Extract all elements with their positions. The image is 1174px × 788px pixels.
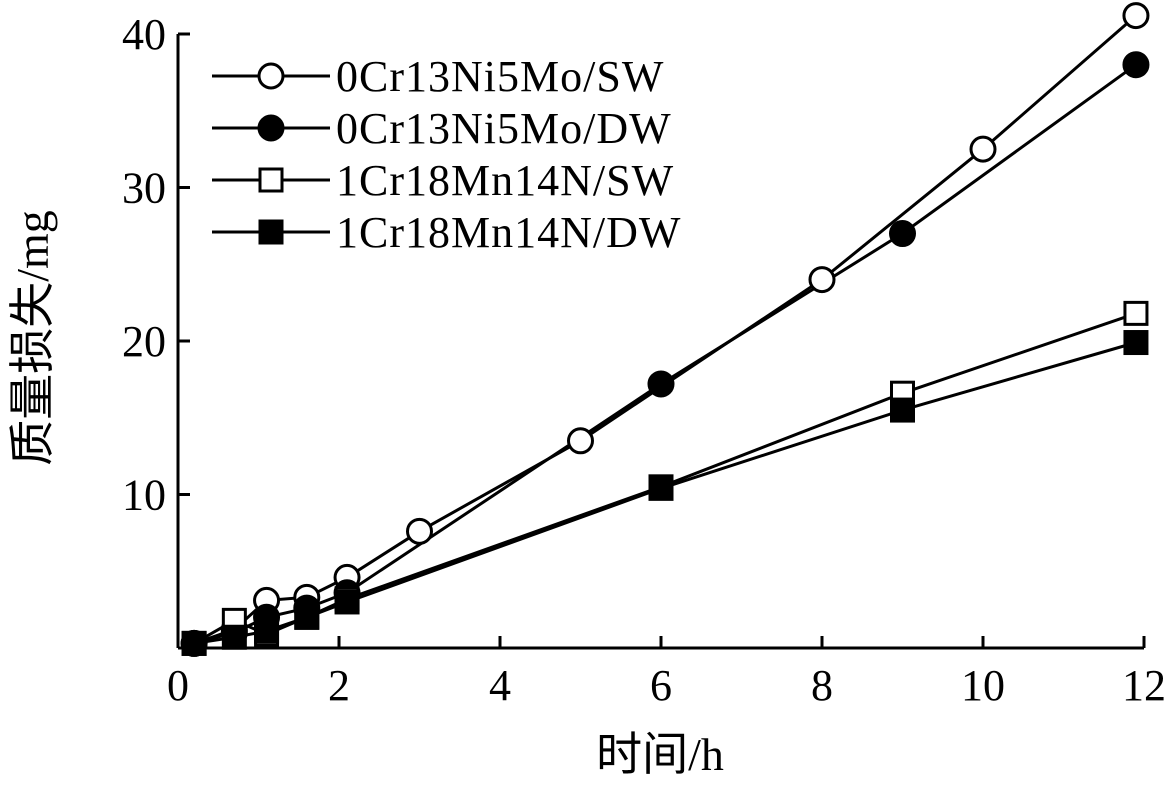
x-tick-label: 12 bbox=[1122, 661, 1166, 710]
data-point-series-1 bbox=[1122, 2, 1150, 30]
y-tick-label: 30 bbox=[122, 164, 166, 213]
y-tick-label: 40 bbox=[122, 10, 166, 59]
x-tick-label: 10 bbox=[961, 661, 1005, 710]
y-tick-label: 20 bbox=[122, 317, 166, 366]
x-tick-label: 6 bbox=[650, 661, 672, 710]
data-point-series-1 bbox=[969, 135, 997, 163]
data-point-series-3 bbox=[1123, 300, 1149, 326]
data-point-series-4 bbox=[890, 397, 915, 423]
legend-label: 1Cr18Mn14N/SW bbox=[336, 156, 674, 205]
data-point-series-1 bbox=[808, 266, 836, 294]
y-axis-title: 质量损失/mg bbox=[7, 210, 58, 466]
y-tick-label: 10 bbox=[122, 471, 166, 520]
legend-marker bbox=[257, 62, 285, 90]
plot-markers bbox=[180, 2, 1150, 657]
legend-label: 0Cr13Ni5Mo/SW bbox=[336, 52, 664, 101]
data-point-series-2 bbox=[1122, 51, 1150, 79]
data-point-series-1 bbox=[567, 427, 594, 455]
legend-marker bbox=[258, 219, 284, 245]
data-point-series-4 bbox=[648, 475, 674, 501]
series-line-1 bbox=[193, 14, 1137, 645]
data-point-series-4 bbox=[334, 589, 360, 615]
legend-label: 1Cr18Mn14N/DW bbox=[336, 208, 681, 257]
data-point-series-4 bbox=[254, 618, 280, 644]
data-point-series-4 bbox=[1123, 330, 1149, 356]
data-point-series-4 bbox=[221, 624, 247, 650]
legend-label: 0Cr13Ni5Mo/DW bbox=[336, 104, 672, 153]
data-point-series-2 bbox=[889, 220, 916, 248]
data-point-series-4 bbox=[181, 630, 207, 656]
data-point-series-1 bbox=[406, 517, 433, 545]
data-point-series-4 bbox=[294, 604, 320, 630]
x-tick-label: 8 bbox=[811, 661, 833, 710]
x-tick-label: 0 bbox=[167, 661, 189, 710]
legend-marker bbox=[258, 167, 284, 193]
legend: 0Cr13Ni5Mo/SW0Cr13Ni5Mo/DW1Cr18Mn14N/SW1… bbox=[212, 52, 681, 257]
legend-marker bbox=[257, 114, 285, 142]
x-axis-title: 时间/h bbox=[596, 729, 724, 780]
data-point-series-2 bbox=[647, 370, 675, 398]
x-tick-label: 2 bbox=[328, 661, 350, 710]
x-tick-label: 4 bbox=[489, 661, 511, 710]
axes: 0 2 4 6 8 10 12 10 20 30 40 bbox=[122, 10, 1166, 710]
